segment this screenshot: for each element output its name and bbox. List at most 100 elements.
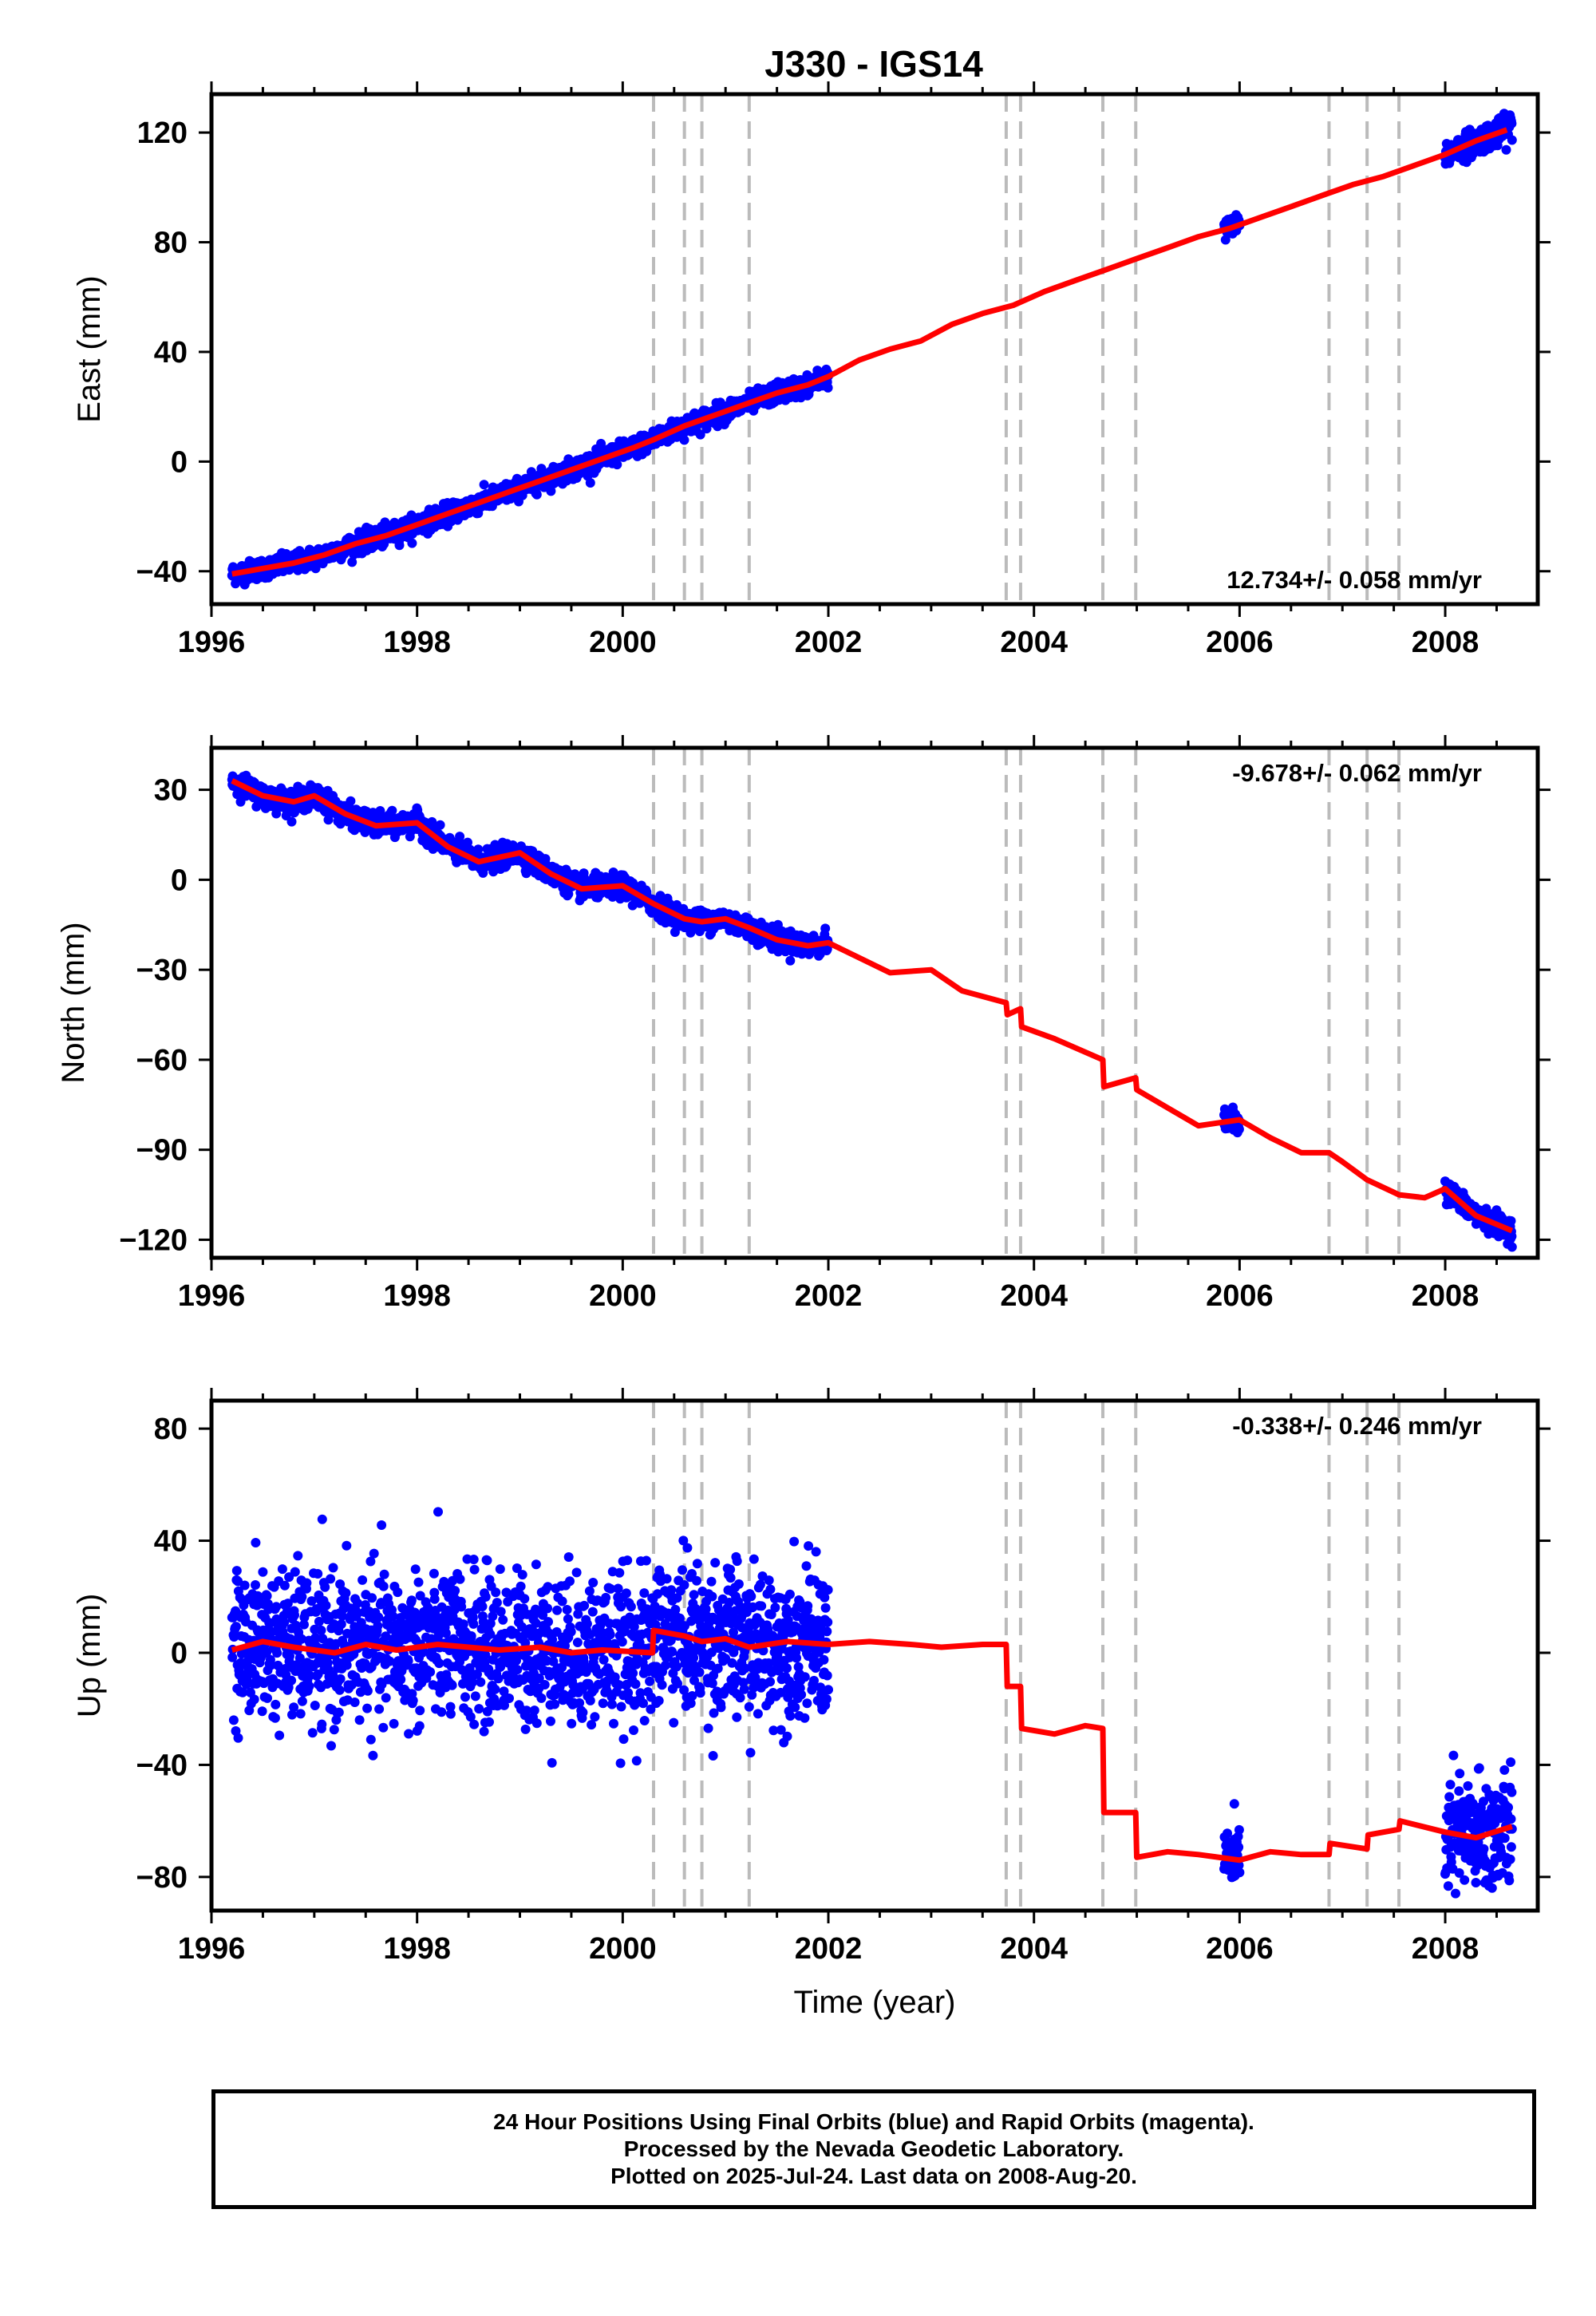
data-point xyxy=(445,1709,456,1719)
data-point xyxy=(352,1609,362,1619)
data-point xyxy=(585,478,595,488)
data-point xyxy=(304,1670,314,1681)
data-point xyxy=(455,1574,465,1584)
data-point xyxy=(369,1548,379,1559)
data-point xyxy=(823,382,833,393)
data-point xyxy=(334,1685,345,1695)
data-points xyxy=(227,1507,1517,1899)
y-axis-label: East (mm) xyxy=(72,275,107,422)
data-point xyxy=(295,1709,306,1719)
data-point xyxy=(495,1564,505,1575)
y-tick-label: 30 xyxy=(154,774,188,808)
x-tick-label: 2002 xyxy=(795,626,863,659)
data-point xyxy=(365,1556,376,1567)
y-tick-label: 40 xyxy=(154,336,188,370)
data-point xyxy=(297,1591,307,1602)
y-tick-label: −90 xyxy=(136,1134,188,1168)
data-point xyxy=(313,1569,323,1579)
data-point xyxy=(367,1593,377,1603)
data-point xyxy=(482,1706,492,1717)
data-point xyxy=(1234,1124,1244,1134)
data-point xyxy=(239,1580,250,1591)
x-tick-label: 2004 xyxy=(1000,1279,1068,1313)
data-point xyxy=(341,1588,351,1599)
data-point xyxy=(381,1693,391,1703)
data-point xyxy=(470,1691,480,1701)
y-tick-label: 120 xyxy=(137,117,188,150)
data-point xyxy=(458,1619,468,1630)
data-point xyxy=(231,1606,241,1616)
data-point xyxy=(385,1656,395,1666)
data-point xyxy=(321,1600,331,1611)
y-tick-label: 0 xyxy=(171,445,188,479)
data-point xyxy=(318,1634,328,1644)
data-point xyxy=(231,1566,242,1576)
plot-frame xyxy=(209,745,1540,1260)
data-point xyxy=(447,1680,457,1690)
data-point xyxy=(380,517,390,528)
data-point xyxy=(496,1607,506,1617)
data-point xyxy=(297,1634,306,1644)
x-tick-label: 2004 xyxy=(1000,626,1068,659)
data-point xyxy=(350,1697,360,1707)
x-tick-label: 2000 xyxy=(589,626,657,659)
data-point xyxy=(404,1729,414,1739)
data-point xyxy=(373,1621,383,1631)
data-point xyxy=(492,1598,502,1608)
data-point xyxy=(271,1699,281,1709)
y-tick-label: −40 xyxy=(136,555,188,589)
data-point xyxy=(504,1694,514,1703)
data-point xyxy=(347,557,358,567)
data-point xyxy=(485,1629,496,1639)
data-point xyxy=(270,1713,280,1723)
data-point xyxy=(415,1591,425,1601)
data-point xyxy=(257,1706,267,1717)
data-point xyxy=(286,816,297,827)
data-point xyxy=(329,1725,339,1735)
data-point xyxy=(433,1507,443,1517)
data-point xyxy=(469,1719,480,1729)
data-point xyxy=(415,1705,425,1716)
data-point xyxy=(407,538,417,548)
data-point xyxy=(439,1576,449,1587)
data-point xyxy=(368,1750,378,1761)
data-point xyxy=(484,1717,494,1727)
data-point xyxy=(437,1707,447,1717)
data-point xyxy=(328,1563,338,1573)
model-line xyxy=(231,778,1514,1234)
data-point xyxy=(271,1602,282,1612)
data-point xyxy=(342,1695,353,1705)
data-point xyxy=(450,1586,460,1596)
data-point xyxy=(413,1577,424,1587)
data-point xyxy=(476,1677,486,1687)
data-point xyxy=(434,1658,444,1669)
data-point xyxy=(425,1667,436,1677)
data-point xyxy=(282,1607,292,1616)
data-point xyxy=(460,1692,470,1702)
data-point xyxy=(433,1630,444,1640)
data-point xyxy=(1507,1231,1517,1242)
data-point xyxy=(414,1721,425,1731)
data-point xyxy=(1506,1215,1516,1226)
data-point xyxy=(448,1575,458,1586)
data-point xyxy=(440,1628,451,1638)
data-point xyxy=(290,1567,300,1577)
event-lines xyxy=(652,94,1401,604)
data-point xyxy=(342,1660,352,1670)
data-point xyxy=(500,1700,509,1710)
data-point xyxy=(435,820,445,830)
data-point xyxy=(316,1625,326,1635)
event-lines xyxy=(652,748,1401,1258)
data-point xyxy=(490,1684,500,1694)
data-point xyxy=(302,1578,312,1588)
data-point xyxy=(287,1709,297,1720)
x-tick-label: 2008 xyxy=(1412,626,1479,659)
data-point xyxy=(275,1730,285,1741)
x-tick-label: 2006 xyxy=(1206,626,1274,659)
data-point xyxy=(531,489,542,500)
x-tick-label: 1996 xyxy=(178,1279,246,1313)
data-point xyxy=(310,1633,321,1643)
data-point xyxy=(785,955,796,966)
data-point xyxy=(512,1563,522,1573)
data-point xyxy=(408,1695,418,1705)
